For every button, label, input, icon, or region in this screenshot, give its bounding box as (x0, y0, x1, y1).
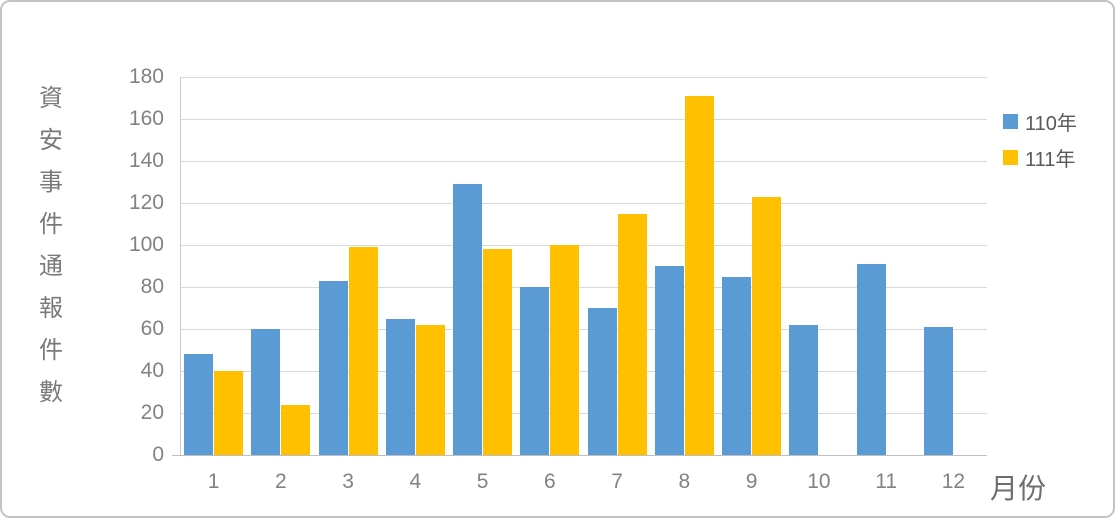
y-axis-title: 資安事件通報件數 (32, 78, 70, 414)
x-axis-tick-label: 9 (745, 470, 758, 493)
gridline (180, 245, 987, 246)
y-axis-tick-label: 80 (140, 275, 164, 298)
y-axis-tick-label: 100 (128, 233, 164, 256)
x-axis-tick-label: 5 (476, 470, 489, 493)
y-axis-title-char: 通 (39, 253, 63, 280)
x-axis-tick-label: 4 (409, 470, 422, 493)
x-axis-tick-label: 11 (875, 470, 898, 493)
y-axis-title-char: 報 (39, 295, 63, 322)
legend-swatch-111 (1003, 150, 1018, 165)
gridline (180, 413, 987, 414)
x-axis-tick-label: 12 (941, 470, 966, 493)
y-axis-tick-label: 120 (128, 191, 164, 214)
gridline (180, 119, 987, 120)
bar-110年-month-5[interactable] (453, 184, 483, 455)
legend-label-110: 110年 (1025, 113, 1077, 135)
bar-110年-month-3[interactable] (318, 280, 348, 455)
bar-110年-month-4[interactable] (385, 318, 415, 455)
gridline (180, 77, 987, 78)
gridline (180, 287, 987, 288)
x-axis-tick-label: 8 (678, 470, 691, 493)
bar-111年-month-5[interactable] (483, 249, 513, 455)
y-axis-tick-label: 180 (128, 65, 164, 88)
legend-entry-110[interactable]: 110年 (1003, 107, 1077, 136)
y-axis-line (180, 77, 181, 455)
bar-110年-month-9[interactable] (722, 276, 752, 455)
y-axis-tick-label: 40 (140, 359, 164, 382)
bar-111年-month-2[interactable] (281, 404, 311, 455)
legend: 110年 111年 (1003, 107, 1077, 172)
bar-110年-month-6[interactable] (520, 287, 550, 455)
bar-110年-month-1[interactable] (184, 354, 214, 455)
x-axis-tick-label: 6 (544, 470, 556, 493)
x-axis-tick-label: 2 (275, 470, 287, 493)
bar-111年-month-1[interactable] (214, 371, 244, 455)
y-axis-title-char: 資 (39, 85, 63, 112)
y-axis-tick-label: 160 (128, 107, 164, 130)
gridline (180, 371, 987, 372)
bar-111年-month-3[interactable] (348, 247, 378, 455)
gridline (180, 203, 987, 204)
legend-swatch-110 (1003, 114, 1018, 129)
gridline (180, 329, 987, 330)
bar-110年-month-12[interactable] (923, 326, 953, 455)
bar-111年-month-4[interactable] (415, 324, 445, 455)
y-axis-title-char: 數 (39, 379, 63, 406)
bar-111年-month-9[interactable] (752, 196, 782, 455)
x-axis-tick-label: 1 (207, 470, 220, 493)
bar-110年-month-8[interactable] (654, 266, 684, 455)
x-axis-tick-label: 10 (807, 470, 831, 493)
y-axis-title-char: 件 (39, 211, 63, 238)
x-axis-tick-label: 3 (342, 470, 354, 493)
y-axis-title-char: 事 (39, 169, 63, 196)
y-axis-tick-label: 20 (140, 401, 164, 424)
bar-111年-month-8[interactable] (684, 95, 714, 455)
bar-110年-month-10[interactable] (789, 324, 819, 455)
x-axis-tick-label: 7 (611, 470, 623, 493)
x-axis-line (172, 455, 987, 456)
bar-110年-month-11[interactable] (856, 263, 886, 455)
legend-label-111: 111年 (1025, 149, 1076, 171)
y-axis-title-char: 件 (39, 337, 63, 364)
bar-111年-month-7[interactable] (617, 213, 647, 455)
bar-110年-month-2[interactable] (251, 329, 281, 455)
y-axis-tick-label: 140 (128, 149, 164, 172)
y-axis-tick-label: 60 (140, 317, 164, 340)
y-axis-tick-label: 0 (152, 443, 164, 466)
x-axis-title: 月份 (990, 473, 1047, 504)
legend-entry-111[interactable]: 111年 (1003, 143, 1077, 172)
gridline (180, 161, 987, 162)
bar-110年-month-7[interactable] (587, 308, 617, 455)
bar-111年-month-6[interactable] (550, 245, 580, 455)
y-axis-title-char: 安 (39, 127, 63, 154)
